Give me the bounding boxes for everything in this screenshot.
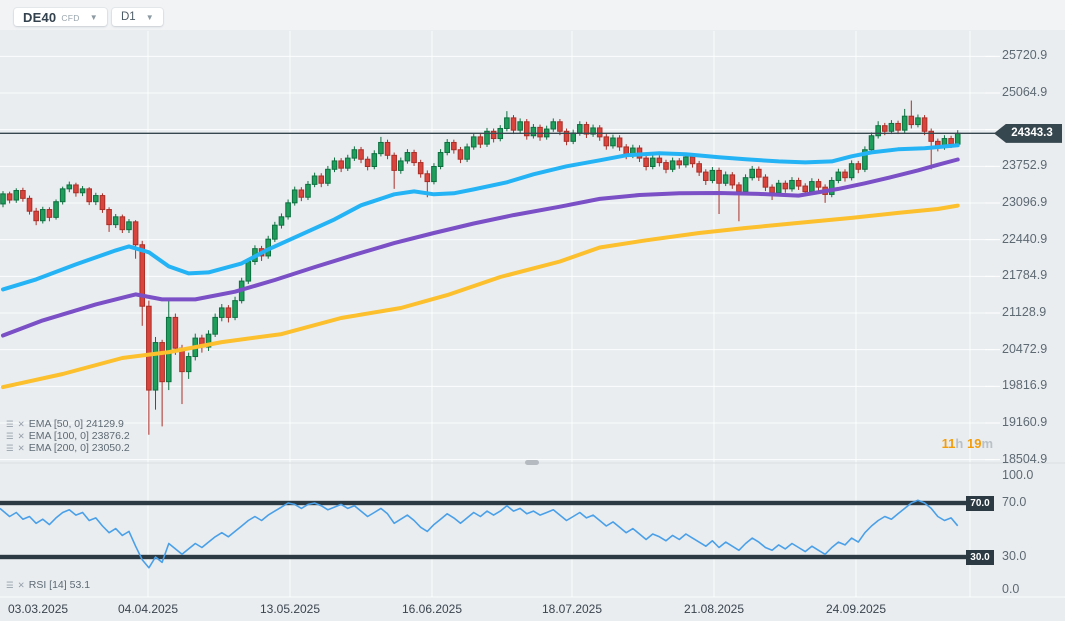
chevron-down-icon: ▼: [89, 13, 98, 22]
price-axis-label: 21128.9: [1002, 305, 1047, 319]
indicator-legend-ema200: ☰ ✕ EMA [200, 0] 23050.2: [6, 442, 130, 454]
rsi-level-30-line: [0, 554, 966, 560]
horizontal-gridlines: [0, 55, 1065, 598]
countdown-hours: 11: [941, 436, 956, 451]
countdown-minutes-unit: m: [981, 436, 993, 451]
indicator-remove-icon[interactable]: ✕: [17, 580, 25, 590]
rsi-level-70-line: [0, 500, 966, 506]
rsi-axis-label: 70.0: [1002, 495, 1027, 509]
time-axis-label: 16.06.2025: [401, 602, 463, 616]
price-axis-label: 22440.9: [1002, 231, 1048, 246]
time-axis-label: 24.09.2025: [825, 602, 887, 616]
time-axis-label: 03.03.2025: [8, 602, 69, 616]
price-axis-label: 23752.9: [1002, 158, 1048, 173]
rsi-level-badge: 70.0: [966, 495, 994, 511]
symbol-label: DE40: [23, 9, 57, 25]
price-axis-label: 20472.9: [1002, 341, 1048, 356]
current-price-badge: 24343.3: [994, 123, 1062, 143]
time-axis-label: 04.04.2025: [117, 602, 179, 616]
indicator-settings-icon[interactable]: ☰: [6, 419, 14, 429]
price-axis-label: 18504.9: [1002, 451, 1048, 466]
ema-50-line: [1, 143, 960, 292]
price-axis-label: 25720.9: [1002, 48, 1048, 63]
rsi-axis-label: 0.0: [1002, 582, 1020, 596]
price-axis-label: 19816.9: [1002, 378, 1048, 393]
symbol-selector[interactable]: DE40 CFD ▼: [14, 8, 107, 26]
chart-header: DE40 CFD ▼ D1 ▼: [0, 0, 1065, 30]
vertical-gridlines: [147, 31, 971, 597]
price-axis-label: 21784.9: [1002, 268, 1048, 283]
rsi-axis-label: 30.0: [1002, 549, 1027, 563]
timeframe-label: D1: [121, 11, 136, 23]
countdown-hours-unit: h: [955, 436, 964, 451]
indicator-remove-icon[interactable]: ✕: [17, 443, 25, 453]
time-axis-label: 21.08.2025: [683, 602, 745, 616]
indicator-legend-rsi: ☰ ✕ RSI [14] 53.1: [6, 579, 90, 591]
indicator-label: EMA [100, 0] 23876.2: [28, 430, 130, 442]
current-price-value: 24343.3: [1011, 127, 1053, 140]
time-axis-label: 13.05.2025: [259, 602, 321, 616]
indicator-label: EMA [200, 0] 23050.2: [28, 442, 130, 454]
indicator-label: RSI [14] 53.1: [28, 579, 91, 591]
indicator-settings-icon[interactable]: ☰: [6, 431, 14, 441]
indicator-label: EMA [50, 0] 24129.9: [28, 418, 124, 430]
indicator-settings-icon[interactable]: ☰: [6, 580, 14, 590]
rsi-axis-label: 100.0: [1002, 468, 1034, 482]
pane-resize-handle[interactable]: [525, 460, 539, 465]
indicator-remove-icon[interactable]: ✕: [17, 431, 25, 441]
rsi-line: [0, 499, 959, 569]
candlestick-series: [0, 100, 961, 435]
ema-100-line: [1, 157, 960, 338]
rsi-level-badge: 30.0: [966, 549, 994, 565]
indicator-legend-ema50: ☰ ✕ EMA [50, 0] 24129.9: [6, 418, 124, 430]
instrument-type-label: CFD: [61, 13, 80, 23]
ema-200-line: [1, 203, 960, 390]
countdown-minutes: 19: [966, 436, 982, 451]
indicator-settings-icon[interactable]: ☰: [6, 443, 14, 453]
price-axis-label: 23096.9: [1002, 195, 1048, 209]
indicator-remove-icon[interactable]: ✕: [17, 419, 25, 429]
price-axis-label: 19160.9: [1002, 415, 1048, 429]
timeframe-selector[interactable]: D1 ▼: [112, 8, 163, 26]
chevron-down-icon: ▼: [145, 13, 154, 22]
price-axis-label: 25064.9: [1002, 85, 1048, 99]
candle-countdown-timer: 11h 19m: [942, 436, 993, 451]
time-axis-label: 18.07.2025: [541, 602, 603, 616]
indicator-legend-ema100: ☰ ✕ EMA [100, 0] 23876.2: [6, 430, 130, 442]
